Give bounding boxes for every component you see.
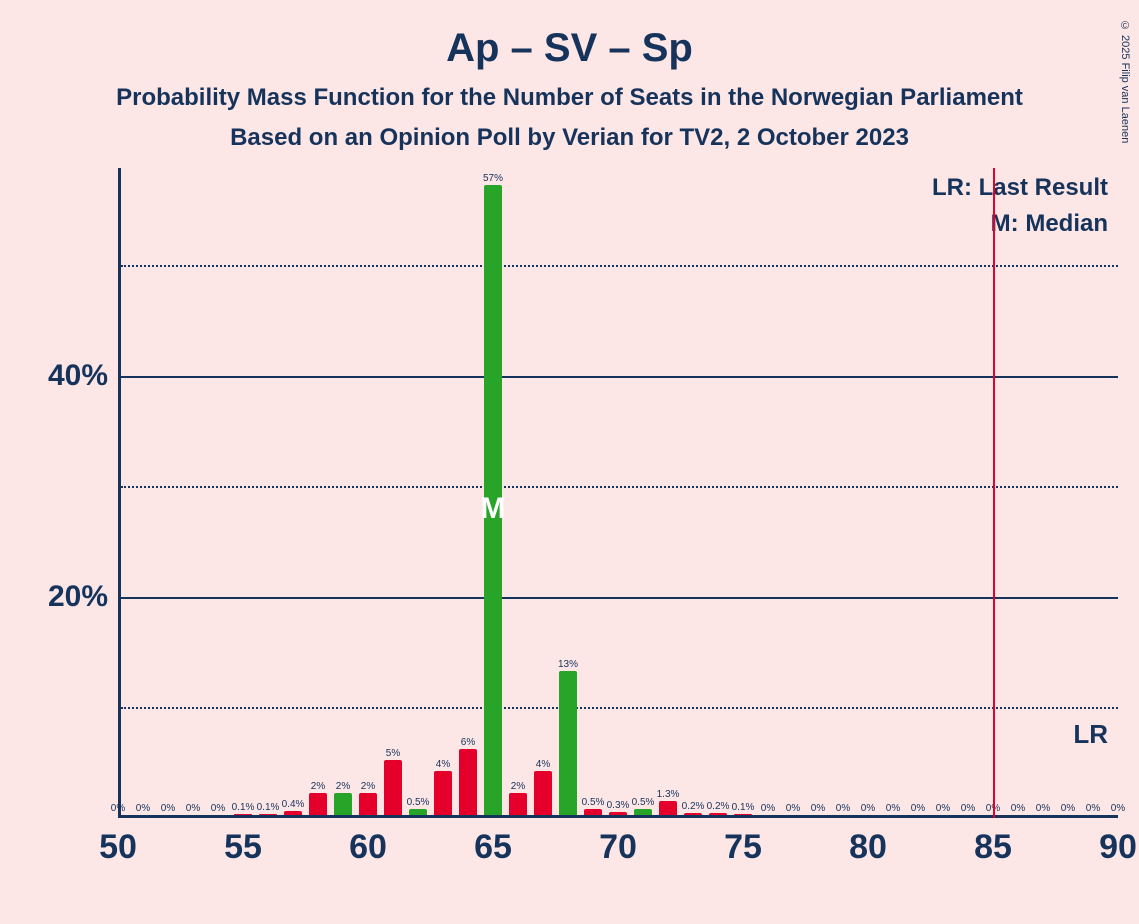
pmf-chart: Ap – SV – Sp Probability Mass Function f… (0, 0, 1139, 924)
bar-value-label: 0% (1111, 803, 1125, 814)
bar (259, 814, 277, 815)
bar (359, 793, 377, 815)
bar (709, 813, 727, 815)
bar (684, 813, 702, 815)
bar-value-label: 0% (211, 803, 225, 814)
bar-value-label: 4% (436, 759, 450, 770)
y-tick-label: 40% (48, 359, 108, 393)
bar (659, 801, 677, 815)
bar-value-label: 57% (483, 173, 503, 184)
chart-title: Ap – SV – Sp (0, 26, 1139, 71)
gridline-minor (121, 707, 1118, 709)
bar (734, 814, 752, 815)
bar-value-label: 0% (861, 803, 875, 814)
last-result-label: LR (1073, 719, 1108, 750)
bar-value-label: 0.5% (407, 797, 430, 808)
y-tick-label: 20% (48, 580, 108, 614)
bar-value-label: 0% (886, 803, 900, 814)
bar-value-label: 0.1% (232, 802, 255, 813)
gridline-minor (121, 486, 1118, 488)
legend-last-result: LR: Last Result (932, 174, 1108, 202)
bar (309, 793, 327, 815)
bar-value-label: 0% (936, 803, 950, 814)
bar (384, 760, 402, 815)
bar (284, 811, 302, 815)
bar-value-label: 0% (961, 803, 975, 814)
x-axis (118, 815, 1118, 818)
bar-value-label: 2% (361, 781, 375, 792)
bar (459, 749, 477, 815)
bar (509, 793, 527, 815)
bar-value-label: 0% (911, 803, 925, 814)
bar-value-label: 0% (786, 803, 800, 814)
x-tick-label: 55 (224, 828, 262, 867)
bar-value-label: 2% (511, 781, 525, 792)
bar-value-label: 0% (836, 803, 850, 814)
x-tick-label: 50 (99, 828, 137, 867)
gridline-major (121, 376, 1118, 378)
bar-value-label: 13% (558, 659, 578, 670)
legend-median: M: Median (991, 210, 1108, 238)
bar-value-label: 0.2% (707, 801, 730, 812)
bar-value-label: 0.4% (282, 799, 305, 810)
bar-value-label: 2% (336, 781, 350, 792)
bar (634, 809, 652, 815)
bar-value-label: 0% (761, 803, 775, 814)
bar-value-label: 4% (536, 759, 550, 770)
bar-value-label: 0% (811, 803, 825, 814)
chart-subtitle-2: Based on an Opinion Poll by Verian for T… (0, 124, 1139, 152)
bar-value-label: 0.3% (607, 800, 630, 811)
bar-value-label: 0% (1036, 803, 1050, 814)
bar-value-label: 6% (461, 737, 475, 748)
bar-value-label: 0.5% (632, 797, 655, 808)
x-tick-label: 65 (474, 828, 512, 867)
bar-value-label: 0% (1086, 803, 1100, 814)
bar (559, 671, 577, 815)
copyright-text: © 2025 Filip van Laenen (1119, 20, 1131, 143)
gridline-major (121, 597, 1118, 599)
bar (609, 812, 627, 815)
median-mark: M (481, 492, 506, 526)
bar (334, 793, 352, 815)
chart-subtitle-1: Probability Mass Function for the Number… (0, 84, 1139, 112)
bar (434, 771, 452, 815)
bar-value-label: 0% (136, 803, 150, 814)
plot-area: LR: Last Result M: Median 20%40%50556065… (118, 168, 1118, 818)
bar (584, 809, 602, 815)
bar-value-label: 0% (111, 803, 125, 814)
bar-value-label: 1.3% (657, 789, 680, 800)
bar-value-label: 0% (1061, 803, 1075, 814)
bar-value-label: 0% (1011, 803, 1025, 814)
x-tick-label: 75 (724, 828, 762, 867)
bar-value-label: 2% (311, 781, 325, 792)
bar-value-label: 0.1% (732, 802, 755, 813)
bar (409, 809, 427, 815)
x-tick-label: 90 (1099, 828, 1137, 867)
bar-value-label: 5% (386, 748, 400, 759)
bar-value-label: 0% (186, 803, 200, 814)
bar-value-label: 0% (161, 803, 175, 814)
x-tick-label: 70 (599, 828, 637, 867)
x-tick-label: 60 (349, 828, 387, 867)
bar (234, 814, 252, 815)
last-result-line (993, 168, 995, 818)
gridline-minor (121, 265, 1118, 267)
x-tick-label: 80 (849, 828, 887, 867)
x-tick-label: 85 (974, 828, 1012, 867)
bar-value-label: 0.2% (682, 801, 705, 812)
bar (534, 771, 552, 815)
bar-value-label: 0.1% (257, 802, 280, 813)
bar-value-label: 0.5% (582, 797, 605, 808)
